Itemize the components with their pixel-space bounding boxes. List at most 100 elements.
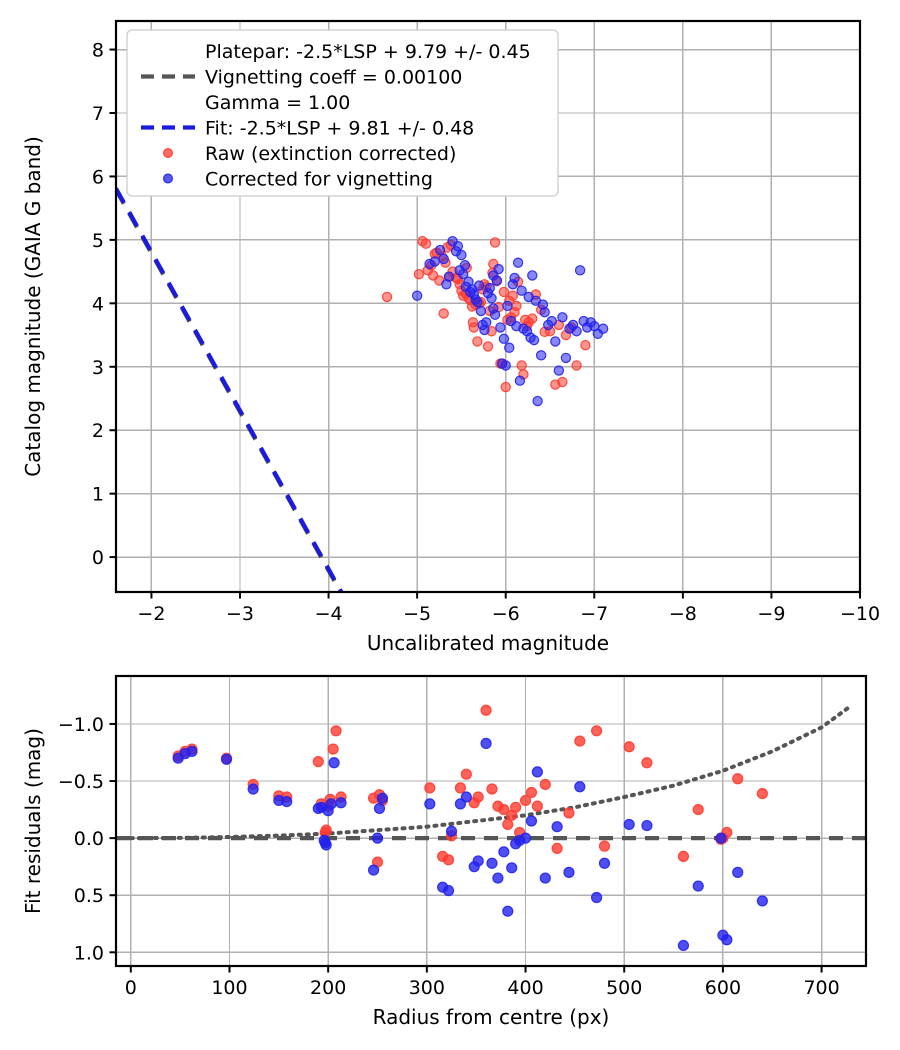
data-point (489, 309, 501, 320)
tick-label-y: 4 (92, 293, 104, 315)
data-point (574, 781, 586, 793)
data-point (459, 260, 471, 271)
data-point (514, 375, 526, 386)
x-axis-label: Radius from centre (px) (373, 1005, 610, 1029)
tick-label-x: −7 (580, 603, 608, 625)
data-layer (116, 703, 866, 952)
data-point (550, 336, 561, 347)
legend-entry: Vignetting coeff = 0.00100 (141, 67, 462, 89)
tick-label-x: 100 (211, 977, 247, 999)
data-point (525, 815, 538, 827)
data-point (417, 235, 428, 247)
data-point (186, 745, 198, 757)
residuals-panel: 0 100 200 300 400 500 600 700 1.0 0.5 0.0 −0.5 −1.0 R… (21, 674, 868, 1029)
data-point (438, 308, 449, 319)
data-point (486, 857, 498, 869)
data-point (373, 802, 386, 815)
y-axis-label: Fit residuals (mag) (21, 728, 45, 914)
data-point (482, 341, 494, 352)
data-point (528, 334, 540, 346)
data-point (498, 333, 510, 345)
ticks: −2 −3 −4 −5 −6 −7 −8 −9 −10 0 1 2 3 4 5 6 7 8 (92, 40, 880, 625)
data-point (732, 866, 744, 878)
data-point (532, 395, 543, 407)
data-point (381, 291, 393, 303)
legend-label: Vignetting coeff = 0.00100 (205, 67, 462, 89)
legend-entry: Platepar: -2.5*LSP + 9.79 +/- 0.45 (205, 41, 531, 63)
legend: Platepar: -2.5*LSP + 9.79 +/- 0.45 Vignet… (126, 29, 559, 197)
tick-label-y: 5 (92, 230, 104, 252)
y-axis-label: Catalog magnitude (GAIA G band) (21, 136, 45, 477)
data-point (492, 872, 504, 884)
data-point (531, 800, 543, 812)
data-point (472, 855, 484, 867)
data-point (376, 792, 389, 804)
data-point (516, 360, 527, 371)
legend-label: Raw (extinction corrected) (205, 143, 456, 165)
tick-label-x: −9 (757, 603, 785, 625)
data-point (551, 821, 563, 833)
data-point (574, 265, 586, 276)
data-point (442, 885, 455, 897)
data-point (335, 797, 347, 809)
data-point (502, 905, 514, 917)
data-point (527, 270, 538, 281)
data-point (498, 803, 510, 816)
data-point (460, 791, 472, 803)
tick-label-y: 0 (92, 547, 104, 569)
data-point (454, 782, 467, 794)
data-point (312, 756, 324, 768)
legend-label: Gamma = 1.00 (205, 92, 350, 114)
data-point (553, 365, 565, 376)
data-point (721, 934, 733, 946)
tick-label-x: 0 (125, 977, 137, 999)
tick-label-y: −1.0 (58, 714, 104, 736)
data-point (560, 352, 572, 364)
data-point (486, 293, 497, 304)
data-point (489, 237, 501, 248)
data-point (486, 783, 498, 795)
data-point (445, 825, 458, 837)
plot-line-fit (116, 187, 344, 592)
data-point (320, 824, 332, 836)
data-point (502, 818, 514, 831)
data-point (328, 757, 340, 769)
data-point (623, 741, 635, 753)
data-point (327, 743, 339, 755)
ticks: 0 100 200 300 400 500 600 700 1.0 0.5 0.0 −0.5 −1.0 (58, 714, 840, 999)
data-point (756, 895, 768, 907)
data-point (495, 322, 506, 333)
data-point (732, 773, 744, 785)
data-point (677, 939, 690, 952)
tick-label-x: −4 (315, 603, 343, 625)
data-point (590, 891, 603, 904)
data-point (557, 376, 568, 388)
series-corrected (172, 737, 768, 952)
data-point (563, 866, 575, 878)
data-point (504, 342, 515, 353)
data-point (574, 735, 586, 747)
data-point (571, 326, 582, 337)
data-point (413, 268, 425, 280)
data-point (442, 854, 455, 866)
legend-entry: Fit: -2.5*LSP + 9.81 +/- 0.48 (141, 118, 474, 140)
data-point (641, 757, 653, 769)
data-point (623, 818, 635, 831)
tick-label-y: 2 (92, 420, 104, 442)
tick-label-x: 400 (507, 977, 543, 999)
data-point (281, 795, 293, 808)
data-point (468, 322, 480, 333)
data-point (580, 340, 591, 351)
data-point (590, 725, 603, 737)
data-point (539, 778, 551, 791)
data-point (597, 323, 609, 334)
tick-label-x: 700 (803, 977, 839, 999)
axes-frame (114, 674, 868, 968)
legend-entry: Gamma = 1.00 (205, 92, 350, 114)
tick-label-x: −10 (840, 603, 880, 625)
tick-label-y: 1 (92, 484, 104, 506)
data-point (330, 725, 342, 737)
data-point (220, 753, 233, 765)
